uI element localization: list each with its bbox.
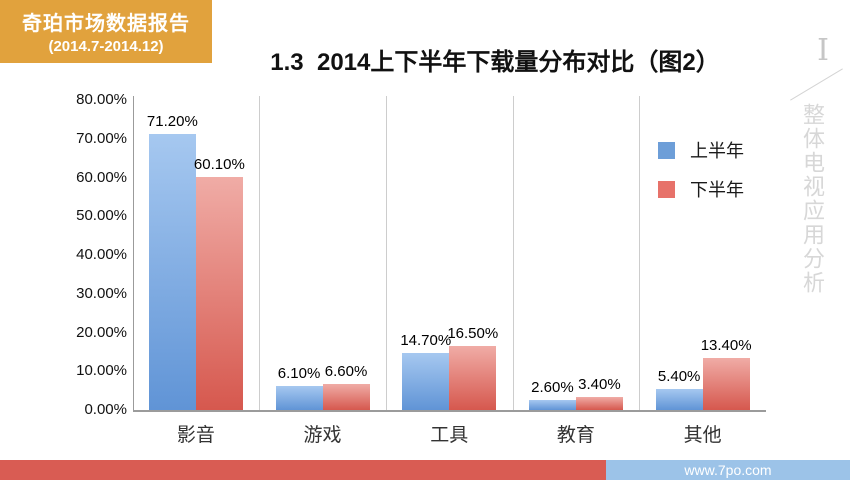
bar-下半年-教育 xyxy=(575,396,623,410)
legend-swatch-first-half xyxy=(658,141,675,159)
category-gridline xyxy=(512,96,514,410)
bar-value-label: 2.60% xyxy=(531,378,574,396)
bar-value-label: 13.40% xyxy=(700,337,752,355)
bar-下半年-工具 xyxy=(449,346,497,410)
bar-下半年-其他 xyxy=(702,358,750,410)
bar-value-label: 60.10% xyxy=(193,156,245,174)
legend-label-first-half: 上半年 xyxy=(690,141,744,161)
bar-value-label: 14.70% xyxy=(400,332,452,350)
section-vertical-title: 整体电视应用分析 xyxy=(800,103,825,295)
y-axis-tick-label: 20.00% xyxy=(76,323,127,341)
report-badge-daterange: (2014.7-2014.12) xyxy=(48,38,164,55)
category-gridline xyxy=(385,96,387,410)
y-axis-tick-label: 0.00% xyxy=(84,401,127,418)
category-gridline xyxy=(259,96,261,410)
bar-下半年-影音 xyxy=(195,177,243,410)
page-title: 1.3 2014上下半年下载量分布对比（图2） xyxy=(270,49,720,76)
y-axis-tick-label: 50.00% xyxy=(76,207,127,225)
y-axis-tick-label: 60.00% xyxy=(76,168,127,186)
bar-value-label: 5.40% xyxy=(657,368,701,386)
footer-bar-blue: www.7po.com xyxy=(606,460,850,480)
category-gridline xyxy=(639,96,641,410)
chart-legend: 上半年 下半年 xyxy=(658,137,744,215)
y-axis-tick-label: 80.00% xyxy=(76,91,127,108)
footer-url: www.7po.com xyxy=(684,462,772,478)
bar-上半年-其他 xyxy=(655,389,703,410)
bar-下半年-游戏 xyxy=(322,384,370,410)
x-axis-category-label: 游戏 xyxy=(303,424,342,446)
y-axis-tick-label: 40.00% xyxy=(76,246,127,263)
y-axis-tick-label: 70.00% xyxy=(76,129,127,147)
bar-上半年-教育 xyxy=(528,399,576,410)
bar-value-label: 71.20% xyxy=(146,113,198,131)
x-axis-category-label: 教育 xyxy=(556,424,595,446)
y-axis-line xyxy=(132,96,134,410)
legend-label-second-half: 下半年 xyxy=(690,180,744,200)
bar-上半年-游戏 xyxy=(275,386,323,410)
x-axis-category-label: 工具 xyxy=(430,424,469,446)
bar-value-label: 6.60% xyxy=(324,363,368,381)
y-axis-tick-label: 30.00% xyxy=(76,284,127,302)
bar-上半年-影音 xyxy=(148,134,196,410)
legend-item-first-half: 上半年 xyxy=(658,137,744,163)
x-axis-category-label: 影音 xyxy=(176,424,215,446)
footer-bar-red xyxy=(0,460,606,480)
y-axis-tick-label: 10.00% xyxy=(76,362,127,380)
bar-value-label: 16.50% xyxy=(447,325,499,343)
legend-swatch-second-half xyxy=(658,180,675,198)
report-badge-title: 奇珀市场数据报告 xyxy=(22,13,190,35)
bar-value-label: 3.40% xyxy=(578,375,621,393)
report-badge: 奇珀市场数据报告 (2014.7-2014.12) xyxy=(0,0,212,63)
x-axis-category-label: 其他 xyxy=(683,424,722,446)
bar-value-label: 6.10% xyxy=(277,365,321,383)
x-axis-line xyxy=(132,410,766,412)
bar-上半年-工具 xyxy=(402,353,450,410)
legend-item-second-half: 下半年 xyxy=(658,176,744,202)
section-numeral: I xyxy=(817,33,829,68)
